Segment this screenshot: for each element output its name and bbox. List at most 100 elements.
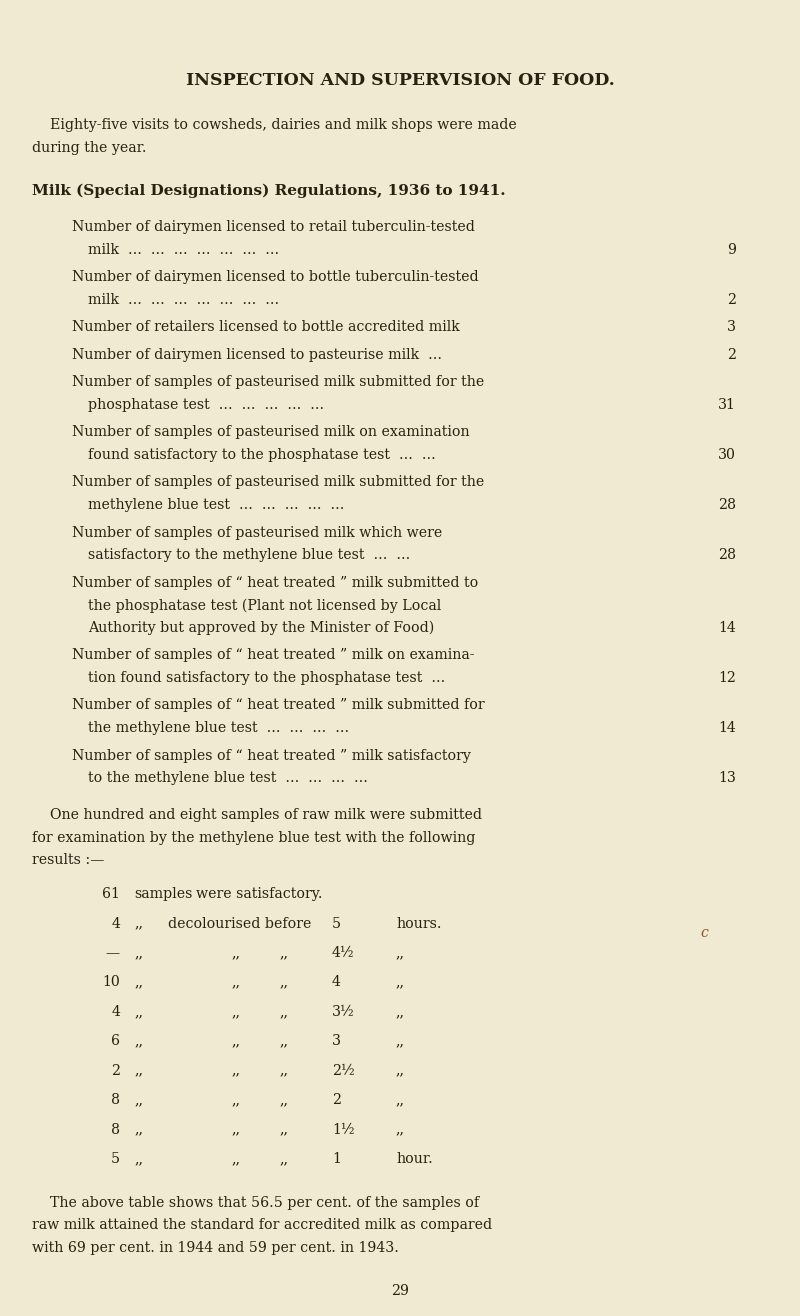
Text: 13: 13	[718, 771, 736, 786]
Text: ,,: ,,	[232, 1063, 241, 1078]
Text: ,,: ,,	[280, 1094, 289, 1107]
Text: 4½: 4½	[332, 946, 354, 959]
Text: ,,: ,,	[134, 975, 143, 990]
Text: Number of samples of pasteurised milk submitted for the: Number of samples of pasteurised milk su…	[72, 475, 484, 490]
Text: ,,: ,,	[280, 1123, 289, 1137]
Text: 6: 6	[111, 1034, 120, 1049]
Text: 3½: 3½	[332, 1005, 354, 1019]
Text: ,,: ,,	[396, 946, 405, 959]
Text: ,,: ,,	[134, 1094, 143, 1107]
Text: Number of samples of pasteurised milk which were: Number of samples of pasteurised milk wh…	[72, 525, 442, 540]
Text: 28: 28	[718, 499, 736, 512]
Text: 30: 30	[718, 447, 736, 462]
Text: 8: 8	[111, 1094, 120, 1107]
Text: found satisfactory to the phosphatase test  ...  ...: found satisfactory to the phosphatase te…	[88, 447, 436, 462]
Text: hours.: hours.	[396, 916, 442, 930]
Text: ,,: ,,	[232, 1005, 241, 1019]
Text: were satisfactory.: were satisfactory.	[196, 887, 322, 901]
Text: the methylene blue test  ...  ...  ...  ...: the methylene blue test ... ... ... ...	[88, 721, 349, 736]
Text: Number of samples of “ heat treated ” milk on examina-: Number of samples of “ heat treated ” mi…	[72, 649, 474, 662]
Text: with 69 per cent. in 1944 and 59 per cent. in 1943.: with 69 per cent. in 1944 and 59 per cen…	[32, 1241, 399, 1255]
Text: 2: 2	[727, 293, 736, 307]
Text: 9: 9	[727, 243, 736, 257]
Text: ,,: ,,	[232, 946, 241, 959]
Text: 4: 4	[111, 916, 120, 930]
Text: Number of samples of “ heat treated ” milk satisfactory: Number of samples of “ heat treated ” mi…	[72, 749, 471, 762]
Text: ,,: ,,	[134, 916, 143, 930]
Text: 4: 4	[332, 975, 341, 990]
Text: hour.: hour.	[396, 1152, 433, 1166]
Text: 31: 31	[718, 397, 736, 412]
Text: 4: 4	[111, 1005, 120, 1019]
Text: Number of dairymen licensed to pasteurise milk  ...: Number of dairymen licensed to pasteuris…	[72, 347, 442, 362]
Text: Milk (Special Designations) Regulations, 1936 to 1941.: Milk (Special Designations) Regulations,…	[32, 184, 506, 199]
Text: 2: 2	[332, 1094, 341, 1107]
Text: to the methylene blue test  ...  ...  ...  ...: to the methylene blue test ... ... ... .…	[88, 771, 368, 786]
Text: during the year.: during the year.	[32, 141, 146, 154]
Text: ,,: ,,	[280, 1034, 289, 1049]
Text: Number of dairymen licensed to bottle tuberculin-tested: Number of dairymen licensed to bottle tu…	[72, 270, 478, 284]
Text: tion found satisfactory to the phosphatase test  ...: tion found satisfactory to the phosphata…	[88, 671, 446, 686]
Text: satisfactory to the methylene blue test  ...  ...: satisfactory to the methylene blue test …	[88, 549, 410, 562]
Text: Number of samples of pasteurised milk on examination: Number of samples of pasteurised milk on…	[72, 425, 470, 440]
Text: ,,: ,,	[232, 1094, 241, 1107]
Text: phosphatase test  ...  ...  ...  ...  ...: phosphatase test ... ... ... ... ...	[88, 397, 324, 412]
Text: raw milk attained the standard for accredited milk as compared: raw milk attained the standard for accre…	[32, 1219, 492, 1233]
Text: 14: 14	[718, 621, 736, 634]
Text: 12: 12	[718, 671, 736, 686]
Text: ,,: ,,	[134, 1005, 143, 1019]
Text: ,,: ,,	[280, 975, 289, 990]
Text: for examination by the methylene blue test with the following: for examination by the methylene blue te…	[32, 830, 475, 845]
Text: —: —	[106, 946, 120, 959]
Text: decolourised before: decolourised before	[168, 916, 311, 930]
Text: 5: 5	[111, 1152, 120, 1166]
Text: One hundred and eight samples of raw milk were submitted: One hundred and eight samples of raw mil…	[32, 808, 482, 822]
Text: ,,: ,,	[232, 975, 241, 990]
Text: 8: 8	[111, 1123, 120, 1137]
Text: ,,: ,,	[396, 1034, 405, 1049]
Text: ,,: ,,	[280, 1152, 289, 1166]
Text: 61: 61	[102, 887, 120, 901]
Text: 5: 5	[332, 916, 341, 930]
Text: Eighty-five visits to cowsheds, dairies and milk shops were made: Eighty-five visits to cowsheds, dairies …	[32, 118, 517, 132]
Text: 1½: 1½	[332, 1123, 354, 1137]
Text: ,,: ,,	[134, 946, 143, 959]
Text: ,,: ,,	[280, 1005, 289, 1019]
Text: ,,: ,,	[232, 1123, 241, 1137]
Text: methylene blue test  ...  ...  ...  ...  ...: methylene blue test ... ... ... ... ...	[88, 499, 344, 512]
Text: samples: samples	[134, 887, 193, 901]
Text: ,,: ,,	[232, 1034, 241, 1049]
Text: The above table shows that 56.5 per cent. of the samples of: The above table shows that 56.5 per cent…	[32, 1196, 479, 1209]
Text: ,,: ,,	[396, 1005, 405, 1019]
Text: Number of samples of pasteurised milk submitted for the: Number of samples of pasteurised milk su…	[72, 375, 484, 390]
Text: ,,: ,,	[134, 1034, 143, 1049]
Text: ,,: ,,	[134, 1063, 143, 1078]
Text: ,,: ,,	[232, 1152, 241, 1166]
Text: Authority but approved by the Minister of Food): Authority but approved by the Minister o…	[88, 621, 434, 636]
Text: ,,: ,,	[396, 1094, 405, 1107]
Text: results :—: results :—	[32, 854, 104, 867]
Text: 1: 1	[332, 1152, 341, 1166]
Text: 2: 2	[727, 347, 736, 362]
Text: 29: 29	[391, 1284, 409, 1299]
Text: Number of dairymen licensed to retail tuberculin-tested: Number of dairymen licensed to retail tu…	[72, 220, 475, 234]
Text: 2½: 2½	[332, 1063, 354, 1078]
Text: ,,: ,,	[396, 975, 405, 990]
Text: 2: 2	[111, 1063, 120, 1078]
Text: c: c	[700, 925, 708, 940]
Text: ,,: ,,	[134, 1152, 143, 1166]
Text: milk  ...  ...  ...  ...  ...  ...  ...: milk ... ... ... ... ... ... ...	[88, 293, 279, 307]
Text: ,,: ,,	[396, 1063, 405, 1078]
Text: ,,: ,,	[134, 1123, 143, 1137]
Text: ,,: ,,	[280, 946, 289, 959]
Text: ,,: ,,	[280, 1063, 289, 1078]
Text: Number of samples of “ heat treated ” milk submitted for: Number of samples of “ heat treated ” mi…	[72, 699, 485, 712]
Text: the phosphatase test (Plant not licensed by Local: the phosphatase test (Plant not licensed…	[88, 599, 442, 613]
Text: ,,: ,,	[396, 1123, 405, 1137]
Text: 3: 3	[332, 1034, 341, 1049]
Text: 14: 14	[718, 721, 736, 736]
Text: Number of retailers licensed to bottle accredited milk: Number of retailers licensed to bottle a…	[72, 320, 460, 334]
Text: 3: 3	[727, 320, 736, 334]
Text: INSPECTION AND SUPERVISION OF FOOD.: INSPECTION AND SUPERVISION OF FOOD.	[186, 72, 614, 89]
Text: 10: 10	[102, 975, 120, 990]
